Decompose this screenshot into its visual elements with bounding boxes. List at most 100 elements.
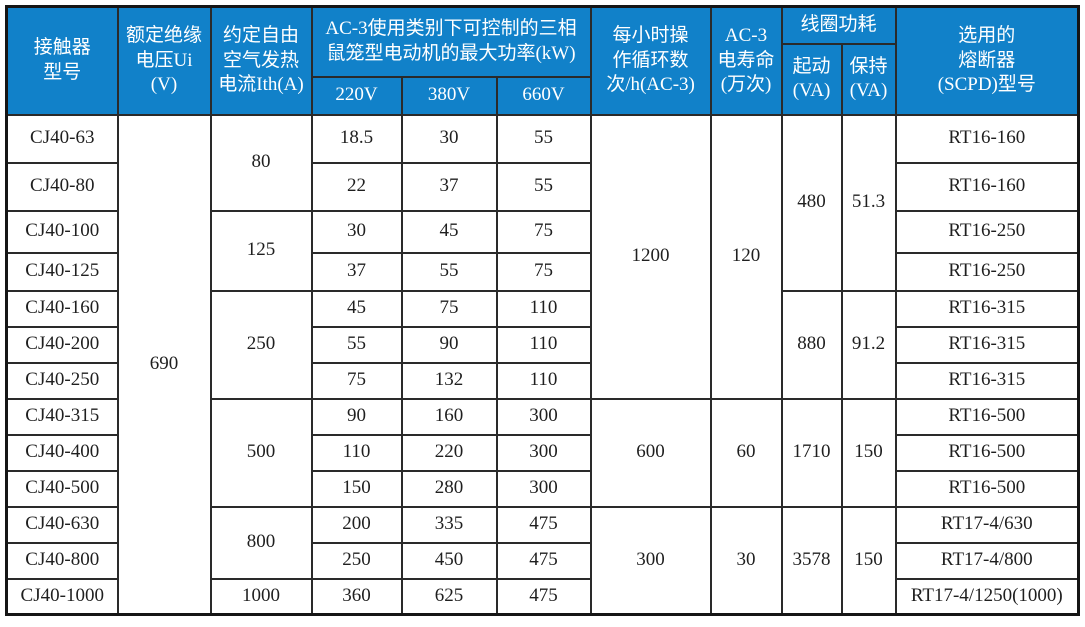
table-row: CJ40-500 150 280 300 RT16-500 — [5, 469, 1080, 508]
table-row: CJ40-1000 1000 360 625 475 RT17-4/1250(1… — [5, 577, 1080, 616]
cell-kw-380: 45 — [400, 209, 498, 254]
cell-kw-380: 30 — [400, 113, 498, 164]
cell-model: CJ40-100 — [5, 209, 119, 254]
cell-kw-220: 250 — [310, 541, 403, 580]
cell-kw-380: 450 — [400, 541, 498, 580]
cell-fuse: RT17-4/630 — [894, 505, 1080, 544]
cell-fuse: RT16-315 — [894, 325, 1080, 364]
cell-model: CJ40-160 — [5, 289, 119, 328]
cell-kw-660: 300 — [495, 433, 592, 472]
table-row: CJ40-250 75 132 110 RT16-315 — [5, 361, 1080, 400]
cell-kw-220: 75 — [310, 361, 403, 400]
header-row-2: 起动 (VA) 保持 (VA) — [7, 42, 1079, 116]
cell-fuse: RT16-250 — [894, 209, 1080, 254]
header-cycles: 每小时操 作循环数 次/h(AC-3) — [589, 5, 712, 116]
cell-life: 120 — [709, 113, 783, 400]
header-insulation-voltage: 额定绝缘 电压Ui (V) — [116, 5, 212, 116]
cell-cycles: 300 — [589, 505, 712, 616]
cell-kw-220: 30 — [310, 209, 403, 254]
table-row: CJ40-100 125 30 45 75 RT16-250 — [5, 209, 1080, 292]
cell-kw-380: 132 — [400, 361, 498, 400]
header-660v: 660V — [495, 75, 592, 116]
table-row: CJ40-315 500 90 160 300 600 60 1710 150 … — [5, 397, 1080, 508]
table-row: CJ40-160 250 45 75 110 880 91.2 RT16-315 — [5, 289, 1080, 400]
cell-coil-start: 3578 — [780, 505, 843, 616]
cell-model: CJ40-1000 — [5, 577, 119, 616]
cell-kw-220: 110 — [310, 433, 403, 472]
cell-kw-660: 475 — [495, 541, 592, 580]
cell-coil-start: 1710 — [780, 397, 843, 508]
cell-ith: 250 — [209, 289, 313, 400]
cell-kw-660: 75 — [495, 209, 592, 254]
cell-ith: 500 — [209, 397, 313, 508]
cell-model: CJ40-630 — [5, 505, 119, 544]
cell-life: 60 — [709, 397, 783, 508]
cell-ith: 1000 — [209, 577, 313, 616]
cell-model: CJ40-400 — [5, 433, 119, 472]
header-coil-start: 起动 (VA) — [780, 42, 843, 116]
cell-cycles: 1200 — [589, 113, 712, 400]
cell-model: CJ40-200 — [5, 325, 119, 364]
cell-kw-380: 220 — [400, 433, 498, 472]
cell-cycles: 600 — [589, 397, 712, 508]
cell-kw-380: 160 — [400, 397, 498, 436]
header-power-group: AC-3使用类别下可控制的三相 鼠笼型电动机的最大功率(kW) — [310, 5, 592, 78]
cell-model: CJ40-800 — [5, 541, 119, 580]
cell-kw-660: 300 — [495, 397, 592, 436]
cell-fuse: RT16-160 — [894, 113, 1080, 164]
table-row: CJ40-63 690 80 18.5 30 55 1200 120 480 5… — [5, 113, 1080, 616]
table-row: CJ40-80 22 37 55 RT16-160 — [5, 161, 1080, 212]
cell-kw-660: 475 — [495, 505, 592, 544]
cell-fuse: RT16-500 — [894, 469, 1080, 508]
cell-kw-660: 110 — [495, 289, 592, 328]
header-coil-group: 线圈功耗 — [780, 5, 897, 45]
header-model: 接触器 型号 — [5, 5, 119, 116]
cell-fuse: RT16-500 — [894, 433, 1080, 472]
cell-kw-380: 335 — [400, 505, 498, 544]
cell-fuse: RT16-160 — [894, 161, 1080, 212]
cell-fuse: RT16-315 — [894, 361, 1080, 400]
cell-kw-220: 37 — [310, 251, 403, 292]
cell-kw-220: 200 — [310, 505, 403, 544]
cell-kw-220: 18.5 — [310, 113, 403, 164]
cell-kw-380: 280 — [400, 469, 498, 508]
cell-kw-220: 55 — [310, 325, 403, 364]
cell-fuse: RT16-315 — [894, 289, 1080, 328]
header-electrical-life: AC-3 电寿命 (万次) — [709, 5, 783, 116]
cell-model: CJ40-80 — [5, 161, 119, 212]
table-row: CJ40-125 37 55 75 RT16-250 — [5, 251, 1080, 292]
cell-kw-220: 360 — [310, 577, 403, 616]
cell-coil-start: 480 — [780, 113, 843, 292]
cell-fuse: RT16-500 — [894, 397, 1080, 436]
cell-kw-660: 55 — [495, 113, 592, 164]
cell-kw-660: 110 — [495, 361, 592, 400]
header-row-3: 220V 380V 660V — [7, 75, 1079, 116]
cell-kw-660: 75 — [495, 251, 592, 292]
cell-kw-660: 55 — [495, 161, 592, 212]
cell-kw-380: 90 — [400, 325, 498, 364]
cell-model: CJ40-500 — [5, 469, 119, 508]
cell-fuse: RT17-4/1250(1000) — [894, 577, 1080, 616]
cell-kw-380: 55 — [400, 251, 498, 292]
cell-model: CJ40-125 — [5, 251, 119, 292]
cell-kw-660: 475 — [495, 577, 592, 616]
header-row-1: 接触器 型号 额定绝缘 电压Ui (V) 约定自由 空气发热 电流Ith(A) … — [5, 5, 1080, 116]
cell-coil-hold: 150 — [840, 397, 897, 508]
cell-model: CJ40-63 — [5, 113, 119, 164]
table-row: CJ40-400 110 220 300 RT16-500 — [5, 433, 1080, 472]
contactor-spec-table: 接触器 型号 额定绝缘 电压Ui (V) 约定自由 空气发热 电流Ith(A) … — [5, 5, 1081, 616]
cell-kw-220: 45 — [310, 289, 403, 328]
cell-model: CJ40-250 — [5, 361, 119, 400]
cell-model: CJ40-315 — [5, 397, 119, 436]
header-coil-hold: 保持 (VA) — [840, 42, 897, 116]
cell-kw-220: 22 — [310, 161, 403, 212]
header-380v: 380V — [400, 75, 498, 116]
cell-kw-220: 150 — [310, 469, 403, 508]
cell-coil-hold: 51.3 — [840, 113, 897, 292]
cell-ith: 800 — [209, 505, 313, 580]
table-row: CJ40-630 800 200 335 475 300 30 3578 150… — [5, 505, 1080, 616]
cell-kw-380: 75 — [400, 289, 498, 328]
cell-kw-380: 37 — [400, 161, 498, 212]
cell-insulation-voltage: 690 — [116, 113, 212, 616]
